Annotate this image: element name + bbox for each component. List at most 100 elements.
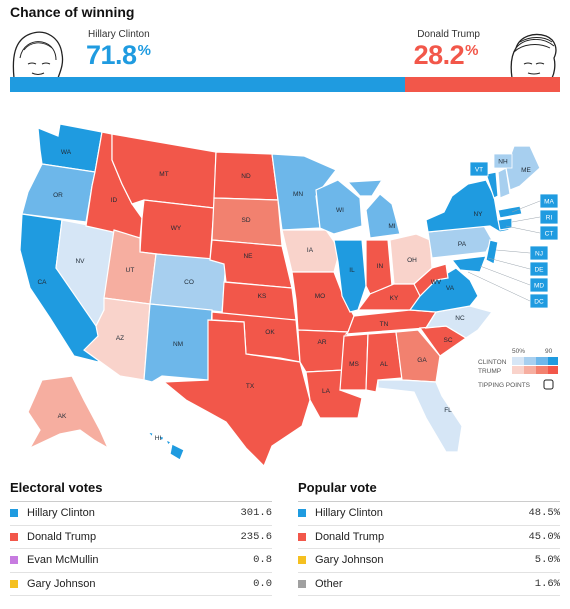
- svg-text:UT: UT: [126, 267, 135, 274]
- clinton-swatch: [298, 509, 306, 518]
- trump-chance: 28.2%: [413, 40, 479, 70]
- state-ga[interactable]: [395, 329, 441, 383]
- johnson-swatch: [298, 556, 306, 565]
- svg-text:NC: NC: [455, 315, 465, 322]
- state-hi[interactable]: [146, 431, 185, 461]
- other-swatch: [298, 579, 306, 588]
- svg-text:CA: CA: [37, 279, 47, 286]
- electoral-map: WA OR CA NV ID MT WY UT AZ CO NM ND SD N…: [19, 123, 559, 468]
- box-vt[interactable]: [469, 161, 489, 177]
- svg-text:AL: AL: [380, 361, 388, 368]
- trump-swatch: [298, 532, 306, 541]
- table-row: Gary Johnson 5.0%: [298, 549, 560, 573]
- svg-text:TN: TN: [380, 321, 389, 328]
- table-row: Hillary Clinton 48.5%: [298, 502, 560, 526]
- state-wv[interactable]: [413, 263, 449, 298]
- svg-text:NV: NV: [75, 258, 85, 265]
- svg-text:RI: RI: [546, 215, 553, 222]
- svg-text:MI: MI: [388, 223, 395, 230]
- state-md[interactable]: [450, 255, 487, 273]
- svg-text:TRUMP: TRUMP: [478, 368, 501, 375]
- svg-text:WA: WA: [61, 149, 72, 156]
- state-ct[interactable]: [497, 217, 513, 231]
- map-legend: 50% 90 CLINTON TRUMP TIPPING POINTS: [478, 348, 558, 390]
- svg-text:MT: MT: [159, 171, 168, 178]
- svg-text:NJ: NJ: [535, 251, 543, 258]
- svg-text:NY: NY: [473, 211, 483, 218]
- svg-text:90: 90: [545, 348, 553, 355]
- state-ma[interactable]: [497, 205, 523, 219]
- svg-text:MD: MD: [534, 283, 544, 290]
- svg-text:HI: HI: [155, 435, 162, 442]
- svg-text:AZ: AZ: [116, 335, 124, 342]
- table-row: Donald Trump 235.6: [10, 526, 272, 549]
- state-nj[interactable]: [485, 239, 499, 265]
- svg-text:MN: MN: [293, 191, 303, 198]
- johnson-swatch: [10, 579, 18, 588]
- svg-text:ND: ND: [241, 173, 251, 180]
- svg-text:NE: NE: [243, 253, 253, 260]
- svg-text:NM: NM: [173, 341, 183, 348]
- clinton-chance: 71.8%: [86, 40, 151, 70]
- svg-text:VT: VT: [475, 167, 483, 174]
- clinton-chance-bar: [10, 77, 405, 92]
- svg-text:GA: GA: [417, 357, 427, 364]
- svg-text:CO: CO: [184, 279, 194, 286]
- state-tx[interactable]: [162, 319, 311, 468]
- svg-text:VA: VA: [446, 285, 455, 292]
- box-nh[interactable]: [493, 153, 513, 169]
- table-row: Hillary Clinton 301.6: [10, 502, 272, 526]
- table-row: Evan McMullin 0.8: [10, 549, 272, 573]
- svg-text:PA: PA: [458, 241, 467, 248]
- state-fl[interactable]: [377, 379, 463, 453]
- svg-text:ME: ME: [521, 167, 531, 174]
- svg-text:AK: AK: [58, 413, 67, 420]
- popular-vote-title: Popular vote: [298, 480, 560, 502]
- popular-vote-panel: Popular vote Hillary Clinton 48.5% Donal…: [298, 480, 560, 596]
- small-state-boxes: VT NH ME MA RI CT NJ DE MD DC: [467, 153, 559, 309]
- svg-text:WI: WI: [336, 207, 344, 214]
- svg-text:IN: IN: [377, 263, 384, 270]
- svg-text:MS: MS: [349, 361, 359, 368]
- state-nm[interactable]: [143, 303, 213, 383]
- svg-text:TIPPING POINTS: TIPPING POINTS: [478, 382, 531, 389]
- svg-text:WY: WY: [171, 225, 182, 232]
- table-row: Gary Johnson 0.0: [10, 573, 272, 596]
- svg-text:DE: DE: [534, 267, 544, 274]
- svg-text:WV: WV: [431, 279, 442, 286]
- svg-text:SD: SD: [241, 217, 250, 224]
- svg-text:IL: IL: [349, 267, 355, 274]
- mcmullin-swatch: [10, 556, 18, 565]
- state-wi[interactable]: [315, 179, 363, 235]
- clinton-swatch: [10, 509, 18, 518]
- state-ak[interactable]: [27, 375, 110, 450]
- svg-text:IA: IA: [307, 247, 314, 254]
- donald-trump-portrait-icon: [502, 28, 562, 78]
- svg-text:NH: NH: [498, 159, 508, 166]
- table-row: Other 1.6%: [298, 573, 560, 596]
- clinton-name: Hillary Clinton: [88, 29, 150, 40]
- svg-text:MO: MO: [315, 293, 325, 300]
- svg-text:DC: DC: [534, 299, 544, 306]
- trump-name: Donald Trump: [417, 29, 480, 40]
- svg-text:LA: LA: [322, 388, 331, 395]
- svg-text:SC: SC: [443, 337, 452, 344]
- state-il[interactable]: [333, 239, 367, 313]
- state-ny[interactable]: [425, 179, 512, 233]
- electoral-votes-panel: Electoral votes Hillary Clinton 301.6 Do…: [10, 480, 272, 596]
- state-ar[interactable]: [297, 329, 349, 373]
- svg-text:OK: OK: [265, 329, 275, 336]
- svg-text:OH: OH: [407, 257, 417, 264]
- state-mi[interactable]: [346, 179, 401, 239]
- page-title: Chance of winning: [10, 4, 135, 20]
- svg-text:MA: MA: [544, 199, 554, 206]
- table-row: Donald Trump 45.0%: [298, 526, 560, 549]
- state-me[interactable]: [505, 145, 541, 191]
- state-vt[interactable]: [485, 171, 499, 199]
- trump-swatch: [10, 532, 18, 541]
- state-ia[interactable]: [281, 229, 341, 273]
- svg-text:FL: FL: [444, 407, 452, 414]
- hillary-clinton-portrait-icon: [8, 28, 68, 78]
- electoral-votes-title: Electoral votes: [10, 480, 272, 502]
- svg-text:OR: OR: [53, 192, 63, 199]
